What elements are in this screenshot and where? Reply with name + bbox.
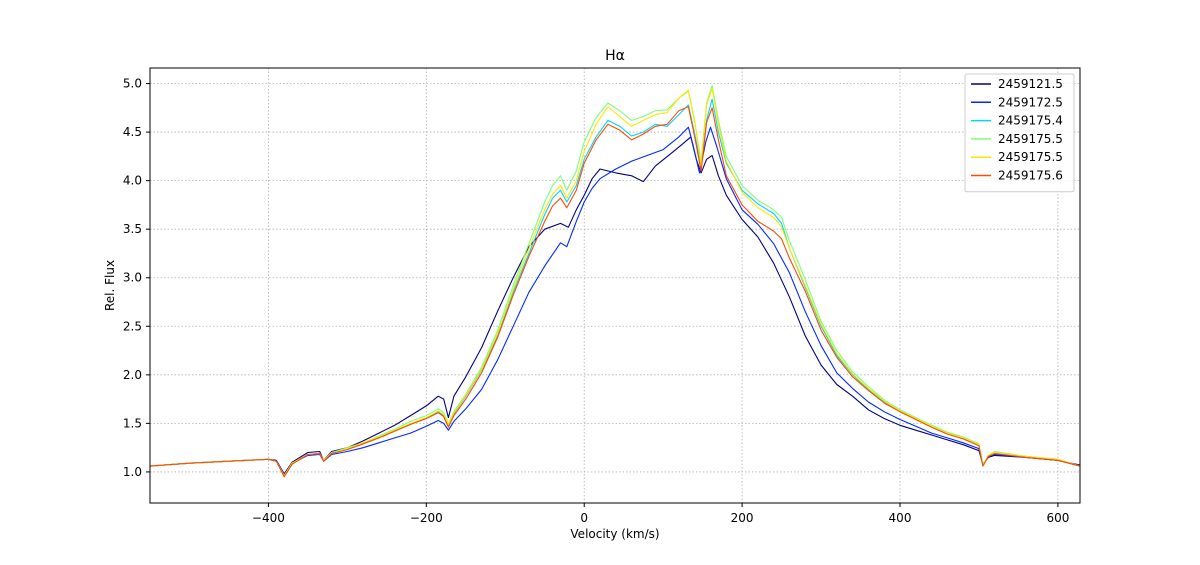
x-axis-title: Velocity (km/s) — [570, 527, 659, 541]
series-line-5 — [150, 87, 1080, 477]
x-tick-label: 600 — [1046, 511, 1069, 525]
y-tick-label: 4.5 — [123, 125, 142, 139]
y-tick-label: 2.5 — [123, 319, 142, 333]
axes-frame — [149, 67, 1081, 504]
plot-area — [150, 84, 1080, 478]
legend-label: 2459175.5 — [998, 132, 1063, 146]
chart-title: Hα — [605, 48, 625, 64]
legend-label: 2459175.5 — [998, 150, 1063, 164]
series-line-6 — [150, 106, 1080, 478]
y-axis: 1.0 1.5 2.0 2.5 3.0 3.5 4.0 4.5 5.0 — [123, 77, 150, 479]
legend-box — [964, 73, 1075, 193]
x-tick-label: 0 — [580, 511, 588, 525]
y-tick-label: 4.0 — [123, 174, 142, 188]
x-axis: −400 −200 0 200 400 600 — [252, 503, 1069, 525]
y-tick-label: 1.0 — [123, 465, 142, 479]
legend-label: 2459121.5 — [998, 77, 1063, 91]
y-tick-label: 3.0 — [123, 271, 142, 285]
y-tick-label: 2.0 — [123, 368, 142, 382]
y-tick-label: 5.0 — [123, 77, 142, 91]
x-tick-label: 400 — [889, 511, 912, 525]
y-tick-label: 3.5 — [123, 222, 142, 236]
series-line-2 — [150, 126, 1080, 476]
legend-label: 2459175.4 — [998, 114, 1063, 128]
x-tick-label: −400 — [252, 511, 285, 525]
y-axis-title: Rel. Flux — [103, 260, 117, 311]
y-tick-label: 1.5 — [123, 416, 142, 430]
x-tick-label: 200 — [731, 511, 754, 525]
legend: 2459121.5 2459172.5 2459175.4 2459175.5 2459… — [964, 73, 1075, 193]
x-tick-label: −200 — [410, 511, 443, 525]
legend-label: 2459175.6 — [998, 169, 1063, 183]
legend-label: 2459172.5 — [998, 95, 1063, 109]
